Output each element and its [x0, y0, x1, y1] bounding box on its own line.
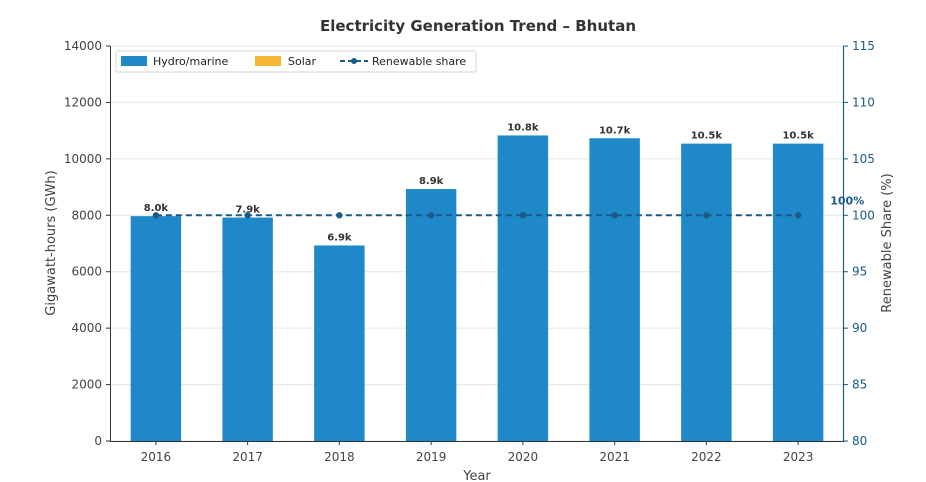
- renewable-share-point-2020: [519, 212, 527, 219]
- legend-swatch-hydro: [121, 56, 147, 66]
- x-axis-label: Year: [462, 469, 491, 482]
- bar-value-label-2017: 7.9k: [235, 205, 260, 216]
- left-axis-ticks: 0 2000 4000 6000 8000 10000 12000 14000: [64, 39, 110, 448]
- bar-hydro-2022: [681, 143, 732, 441]
- bar-hydro-2020: [497, 135, 549, 442]
- x-tick-label-7: 2023: [783, 450, 814, 464]
- bar-hydro-2023: [772, 143, 824, 441]
- renewable-share-point-2018: [336, 212, 343, 219]
- share-annotation: 100%: [830, 194, 864, 207]
- renewable-share-point-2023: [794, 212, 802, 219]
- y2-tick-label-3: 95: [852, 265, 867, 279]
- legend-label-renewable: Renewable share: [372, 55, 466, 68]
- x-tick-label-3: 2019: [416, 450, 447, 464]
- right-axis-label: Renewable Share (%): [880, 173, 895, 312]
- y-tick-label-6: 12000: [64, 95, 102, 109]
- bar-value-label-2023: 10.5k: [782, 131, 814, 142]
- y2-tick-label-7: 115: [852, 39, 875, 53]
- x-tick-label-5: 2021: [599, 450, 630, 464]
- renewable-share-line: [152, 212, 802, 219]
- y2-tick-label-4: 100: [852, 208, 875, 222]
- x-tick-label-4: 2020: [508, 450, 539, 464]
- bar-value-label-2022: 10.5k: [691, 131, 723, 142]
- legend-marker-renewable: [351, 58, 357, 64]
- bar-value-label-2018: 6.9k: [327, 232, 352, 243]
- gridlines: [110, 45, 844, 442]
- y-tick-label-7: 14000: [64, 39, 102, 53]
- x-tick-label-6: 2022: [691, 450, 722, 464]
- bar-value-label-2020: 10.8k: [507, 122, 539, 133]
- y-tick-label-1: 2000: [71, 378, 102, 392]
- y2-tick-label-0: 80: [852, 434, 867, 448]
- legend-label-solar: Solar: [288, 55, 317, 68]
- bar-hydro-2018: [314, 245, 365, 441]
- chart-title: Electricity Generation Trend – Bhutan: [320, 17, 636, 35]
- bar-labels: 8.0k 7.9k 6.9k 8.9k 10.8k 10.7k 10.5k 10.5k: [144, 122, 814, 243]
- y2-tick-label-1: 85: [852, 378, 867, 392]
- bar-value-label-2019: 8.9k: [419, 176, 444, 187]
- bar-hydro-2019: [405, 189, 457, 441]
- legend-box: [115, 50, 477, 73]
- legend-label-hydro: Hydro/marine: [153, 55, 228, 68]
- y-tick-label-3: 6000: [71, 265, 102, 279]
- legend: Hydro/marine Solar Renewable share: [115, 50, 477, 73]
- renewable-share-point-2021: [611, 212, 618, 219]
- right-axis-ticks: 80 85 90 95 100 105 110 115: [844, 39, 875, 448]
- y-tick-label-5: 10000: [64, 152, 102, 166]
- x-tick-label-1: 2017: [232, 450, 263, 464]
- renewable-share-point-2016: [152, 212, 160, 219]
- y-tick-label-4: 8000: [71, 208, 102, 222]
- renewable-share-point-2022: [703, 212, 710, 219]
- y2-tick-label-5: 105: [852, 152, 875, 166]
- bar-value-label-2021: 10.7k: [599, 125, 631, 136]
- y-tick-label-2: 4000: [71, 321, 102, 335]
- y-axis-label: Gigawatt-hours (GWh): [44, 170, 59, 315]
- bar-value-label-2016: 8.0k: [144, 203, 169, 214]
- bars: [130, 135, 824, 442]
- x-axis-ticks: 2016 2017 2018 2019 2020 2021 2022 2023: [141, 441, 814, 464]
- legend-swatch-solar: [255, 56, 281, 66]
- y2-tick-label-2: 90: [852, 321, 867, 335]
- bar-hydro-2021: [589, 138, 640, 441]
- y-tick-label-0: 0: [94, 434, 102, 448]
- renewable-share-point-2019: [427, 212, 435, 219]
- bar-hydro-2017: [222, 217, 273, 441]
- y2-tick-label-6: 110: [852, 95, 875, 109]
- x-tick-label-0: 2016: [141, 450, 172, 464]
- renewable-share-point-2017: [244, 212, 251, 219]
- x-tick-label-2: 2018: [324, 450, 355, 464]
- bar-hydro-2016: [130, 216, 182, 441]
